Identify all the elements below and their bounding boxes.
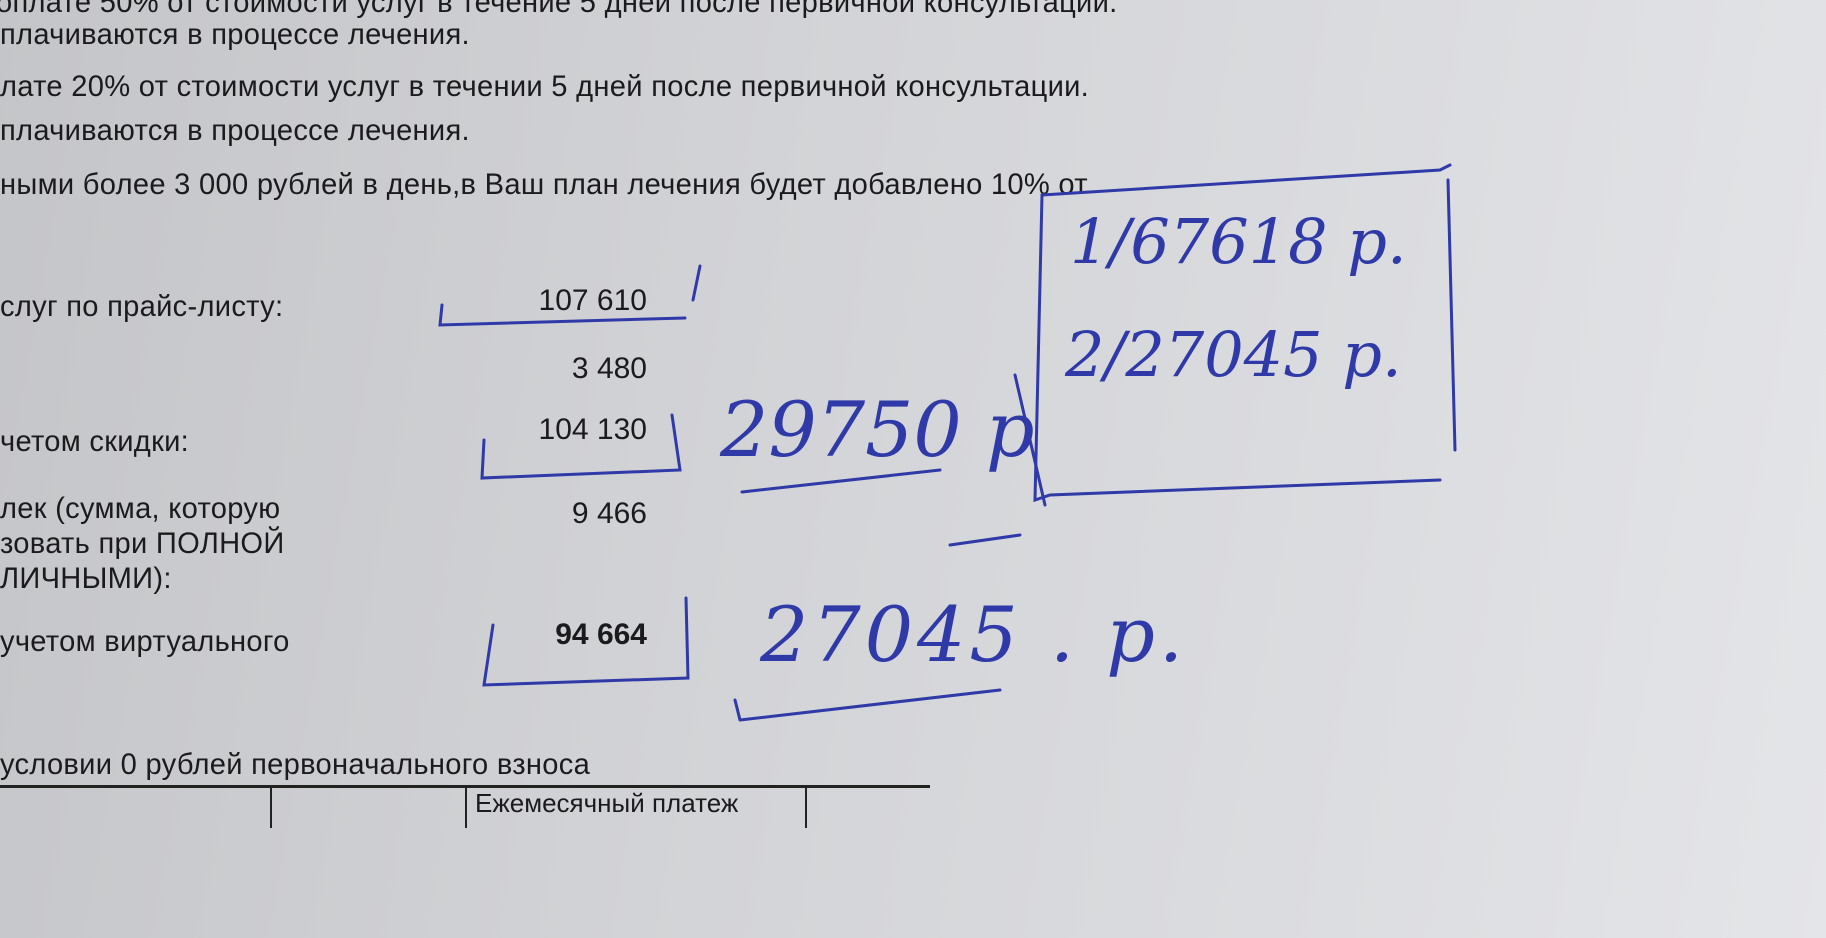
text-line-5: ными более 3 000 рублей в день,в Ваш пла… <box>0 168 1088 201</box>
row-value-cashback: 9 466 <box>571 497 647 530</box>
handwritten-box-line-1: 1/67618 р. <box>1070 205 1407 278</box>
footer-line: условии 0 рублей первоначального взноса <box>0 748 591 781</box>
handwritten-note-1: 29750 р <box>720 385 1035 474</box>
underline-note-2 <box>733 688 1002 722</box>
row-label-cashback-3: ЛИЧНЫМИ): <box>0 562 172 595</box>
handwritten-box-line-2: 2/27045 р. <box>1065 318 1402 391</box>
handwritten-note-2: 27045 . р. <box>760 590 1188 679</box>
text-line-2: плачиваются в процессе лечения. <box>0 18 470 51</box>
row-value-total: 94 664 <box>555 618 647 651</box>
row-label-cashback-2: зовать при ПОЛНОЙ <box>0 527 285 560</box>
row-label-with-discount: четом скидки: <box>0 425 190 458</box>
dash-mark <box>948 533 1022 547</box>
box-top <box>1040 163 1452 197</box>
row-label-price-list: слуг по прайс-листу: <box>0 290 284 323</box>
payment-table-header: Ежемесячный платеж <box>0 785 930 828</box>
row-value-with-discount: 104 130 <box>538 413 647 446</box>
text-line-1: оплате 50% от стоимости услуг в течение … <box>0 0 1118 19</box>
tick-mark <box>691 264 702 302</box>
box-right <box>1446 178 1457 452</box>
text-line-4: плачиваются в процессе лечения. <box>0 114 470 147</box>
row-value-discount: 3 480 <box>571 352 647 385</box>
table-header-cell-3: Ежемесячный платеж <box>465 788 807 828</box>
table-header-cell-2 <box>270 788 470 828</box>
row-label-cashback-1: лек (сумма, которую <box>0 492 281 525</box>
row-label-virtual: учетом виртуального <box>0 625 290 658</box>
text-line-3: лате 20% от стоимости услуг в течении 5 … <box>0 70 1090 103</box>
row-value-price-list: 107 610 <box>538 284 647 317</box>
